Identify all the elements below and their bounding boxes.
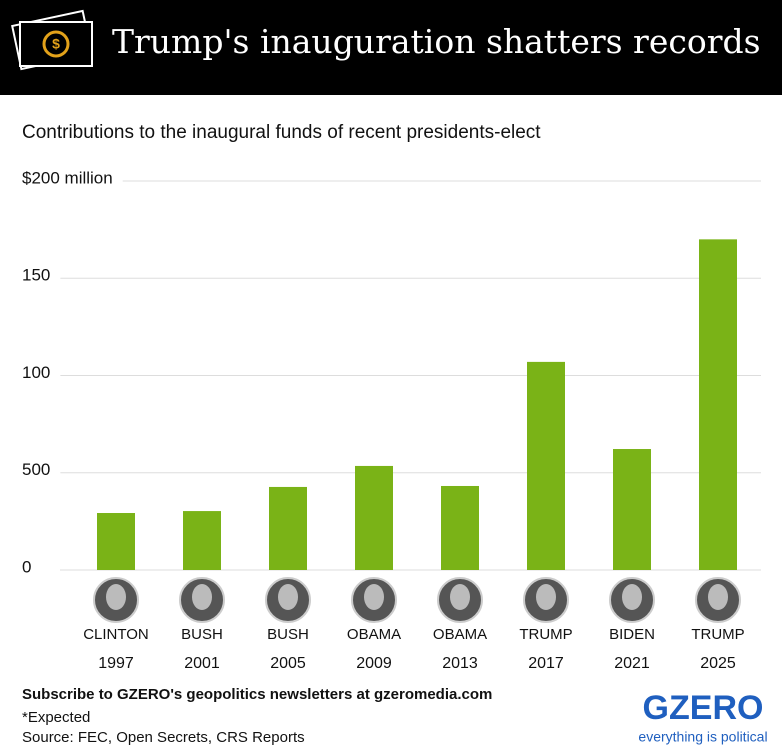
bar (97, 513, 135, 570)
chart-title: Trump's inauguration shatters records (112, 22, 761, 61)
x-tick-label: BUSH (181, 626, 223, 643)
portrait-face (622, 584, 642, 610)
tagline: everything is political (638, 729, 767, 745)
portrait-face (708, 584, 728, 610)
x-year-label: 2009 (356, 655, 392, 672)
header (0, 0, 782, 95)
note: *Expected (22, 709, 90, 726)
svg-text:$: $ (52, 36, 60, 52)
x-tick-label: BIDEN (609, 626, 655, 643)
portrait-face (106, 584, 126, 610)
x-year-label: 2001 (184, 655, 220, 672)
x-year-label: 2013 (442, 655, 478, 672)
subscribe: Subscribe to GZERO's geopolitics newslet… (22, 686, 492, 703)
bar (699, 239, 737, 570)
portrait-face (536, 584, 556, 610)
x-tick-label: OBAMA (433, 626, 487, 643)
y-tick-label: 0 (22, 557, 31, 576)
y-tick-label: 150 (22, 266, 50, 285)
x-tick-label: BUSH (267, 626, 309, 643)
source: Source: FEC, Open Secrets, CRS Reports (22, 729, 305, 746)
bar (269, 486, 307, 570)
portrait-face (192, 584, 212, 610)
portrait-face (364, 584, 384, 610)
x-year-label: 1997 (98, 655, 134, 672)
y-tick-label: 500 (22, 460, 50, 479)
bar (613, 449, 651, 570)
bar (183, 511, 221, 570)
bar (355, 465, 393, 570)
y-tick-label: 100 (22, 363, 50, 382)
portrait-face (450, 584, 470, 610)
x-year-label: 2021 (614, 655, 650, 672)
logo: GZERO (643, 689, 764, 727)
x-tick-label: TRUMP (519, 626, 572, 643)
x-year-label: 2005 (270, 655, 306, 672)
x-year-label: 2017 (528, 655, 564, 672)
y-tick-label: $200 million (22, 168, 113, 187)
bar (441, 485, 479, 570)
subtitle: Contributions to the inaugural funds of … (22, 122, 541, 143)
portrait-face (278, 584, 298, 610)
x-year-label: 2025 (700, 655, 736, 672)
x-tick-label: OBAMA (347, 626, 401, 643)
x-tick-label: CLINTON (83, 626, 149, 643)
bar (527, 361, 565, 570)
money-icon: $ (11, 9, 93, 71)
x-tick-label: TRUMP (691, 626, 744, 643)
